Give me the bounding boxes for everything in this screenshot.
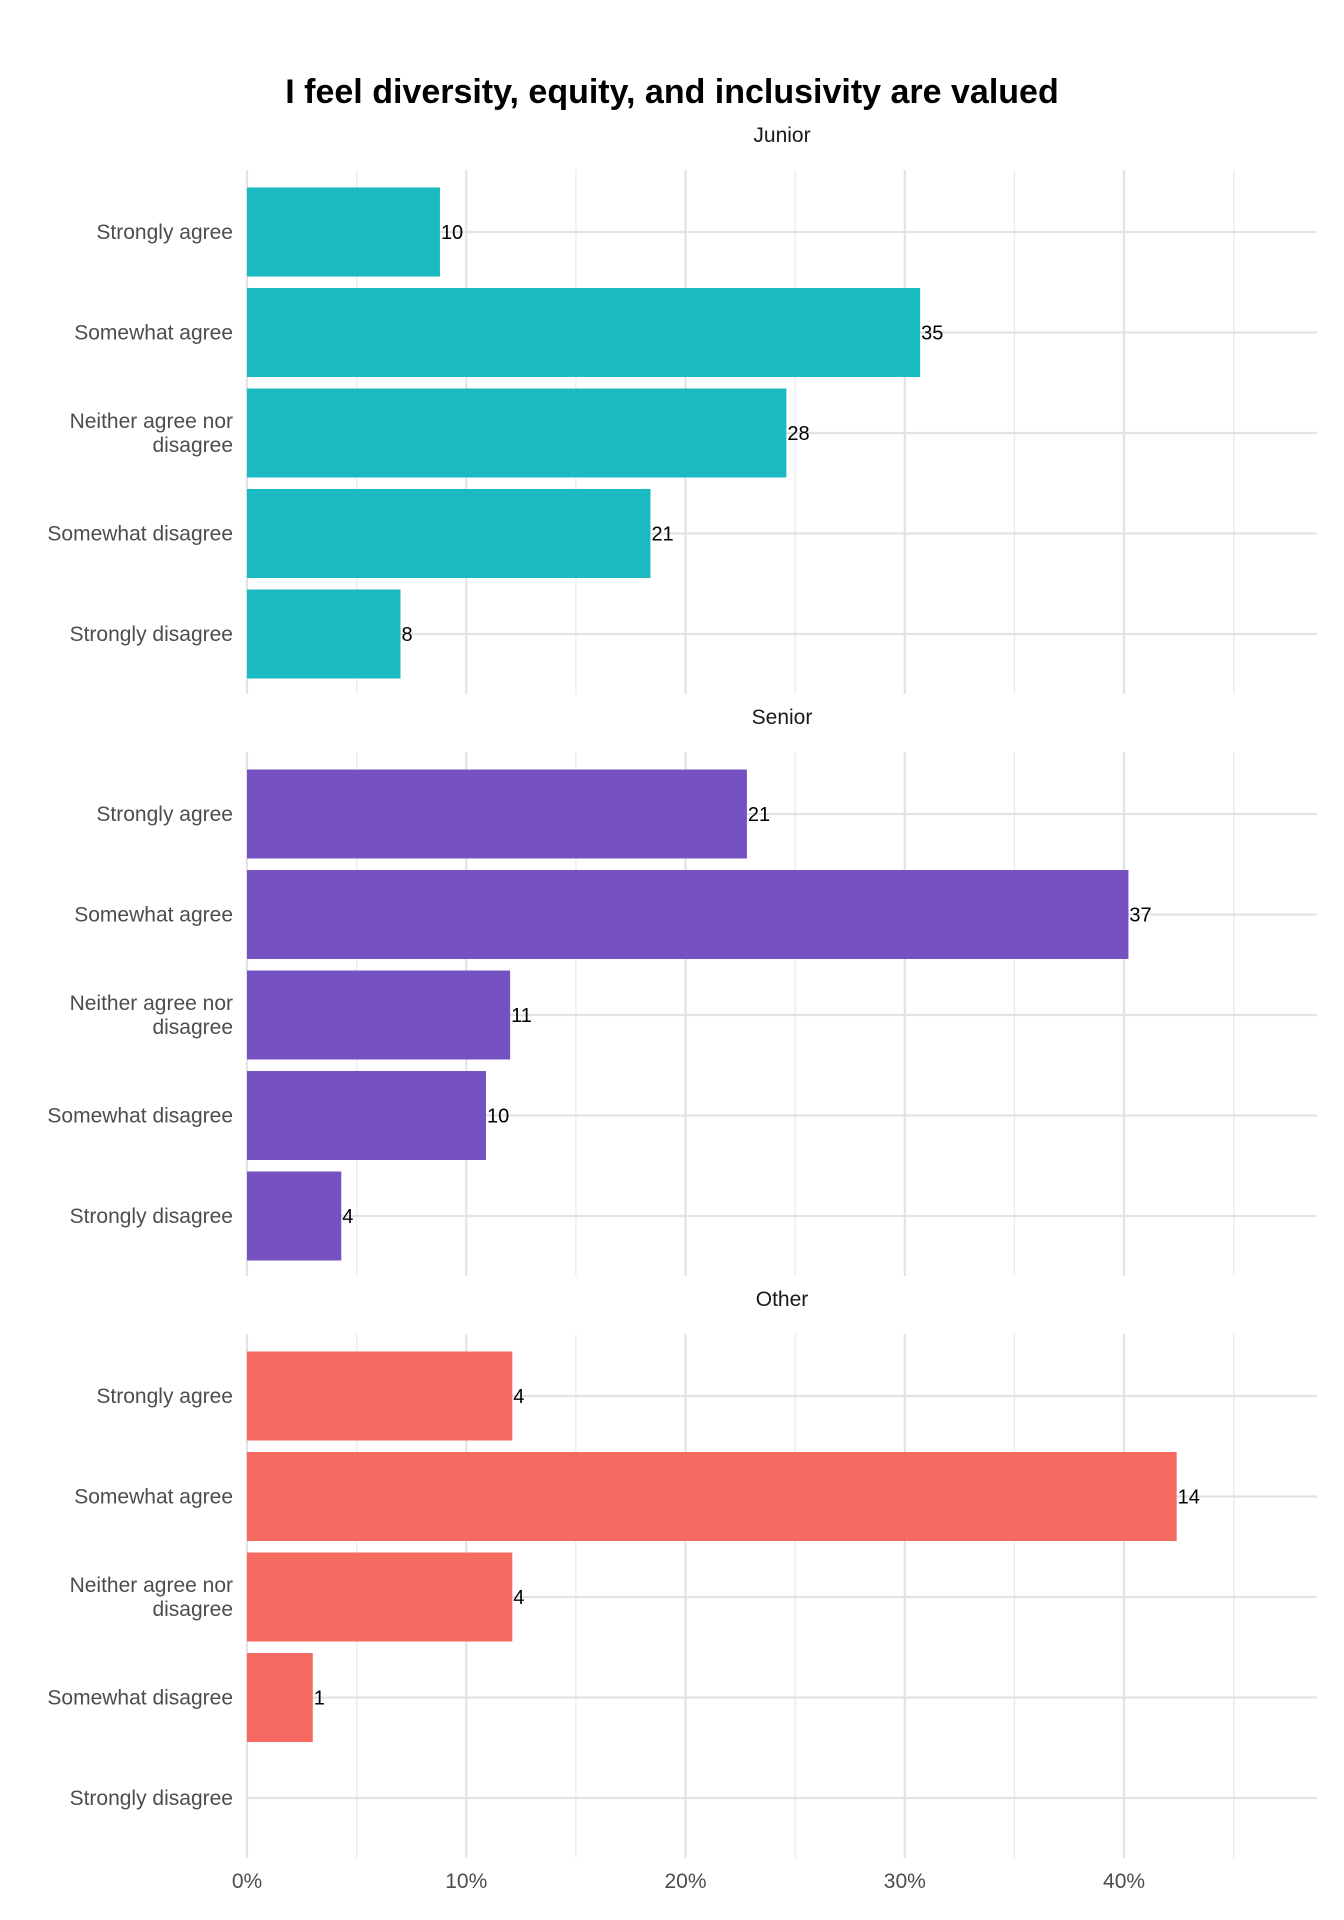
category-label: Strongly agree: [96, 803, 233, 826]
data-label: 4: [342, 1206, 353, 1228]
category-label: Strongly agree: [96, 1385, 233, 1408]
category-label: Somewhat agree: [74, 322, 233, 345]
data-label: 21: [748, 804, 770, 826]
category-label: Strongly agree: [96, 221, 233, 244]
x-tick-label: 20%: [665, 1870, 707, 1893]
bar-other: [247, 1552, 513, 1642]
data-label: 35: [921, 323, 943, 345]
bar-senior: [247, 1171, 342, 1261]
category-label: Somewhat disagree: [47, 1687, 233, 1710]
data-label: 4: [513, 1386, 524, 1408]
data-label: 10: [441, 222, 463, 244]
x-tick-label: 30%: [884, 1870, 926, 1893]
bar-senior: [247, 1071, 486, 1160]
category-label: Strongly disagree: [70, 1787, 233, 1810]
bar-senior: [247, 870, 1129, 959]
x-tick-label: 40%: [1103, 1870, 1145, 1893]
category-label: Somewhat disagree: [47, 523, 233, 546]
bar-other: [247, 1351, 513, 1441]
bar-junior: [247, 489, 651, 578]
category-label: Neither agree nor disagree: [70, 410, 233, 457]
facet-label-junior: Junior: [753, 124, 810, 147]
x-axis: 0% 10% 20% 30% 40%: [232, 1870, 1145, 1893]
data-label: 4: [513, 1587, 524, 1609]
data-label: 28: [787, 423, 809, 445]
data-label: 14: [1178, 1487, 1200, 1509]
chart-title: I feel diversity, equity, and inclusivit…: [285, 73, 1058, 111]
bar-junior: [247, 388, 787, 478]
data-label: 8: [401, 624, 412, 646]
category-label: Somewhat agree: [74, 904, 233, 927]
bar-junior: [247, 187, 440, 277]
data-label: 37: [1129, 905, 1151, 927]
facet-label-senior: Senior: [752, 706, 813, 729]
bar-other: [247, 1653, 313, 1742]
bar-junior: [247, 288, 921, 377]
category-label: Neither agree nor disagree: [70, 1574, 233, 1621]
x-tick-label: 10%: [445, 1870, 487, 1893]
data-label: 11: [511, 1005, 532, 1027]
facet-other: Other Strongly agree Somewhat agree Neither…: [47, 1288, 1317, 1858]
data-label: 10: [487, 1106, 509, 1128]
facet-label-other: Other: [756, 1288, 809, 1311]
bar-senior: [247, 970, 511, 1060]
category-label: Strongly disagree: [70, 623, 233, 646]
facet-senior: Senior Strongly agree Somewhat agree Neithe…: [47, 706, 1317, 1276]
category-label: Strongly disagree: [70, 1205, 233, 1228]
x-tick-label: 0%: [232, 1870, 262, 1893]
facet-junior: Junior Strongly agree Somewhat agree Neithe…: [47, 124, 1317, 694]
facet-panels: Junior Strongly agree Somewhat agree Neithe…: [47, 124, 1317, 1858]
bar-junior: [247, 589, 401, 679]
data-label: 1: [314, 1688, 325, 1710]
category-label: Neither agree nor disagree: [70, 992, 233, 1039]
bar-senior: [247, 769, 747, 859]
bar-other: [247, 1452, 1177, 1541]
category-label: Somewhat disagree: [47, 1105, 233, 1128]
data-label: 21: [651, 524, 673, 546]
category-label: Somewhat agree: [74, 1486, 233, 1509]
